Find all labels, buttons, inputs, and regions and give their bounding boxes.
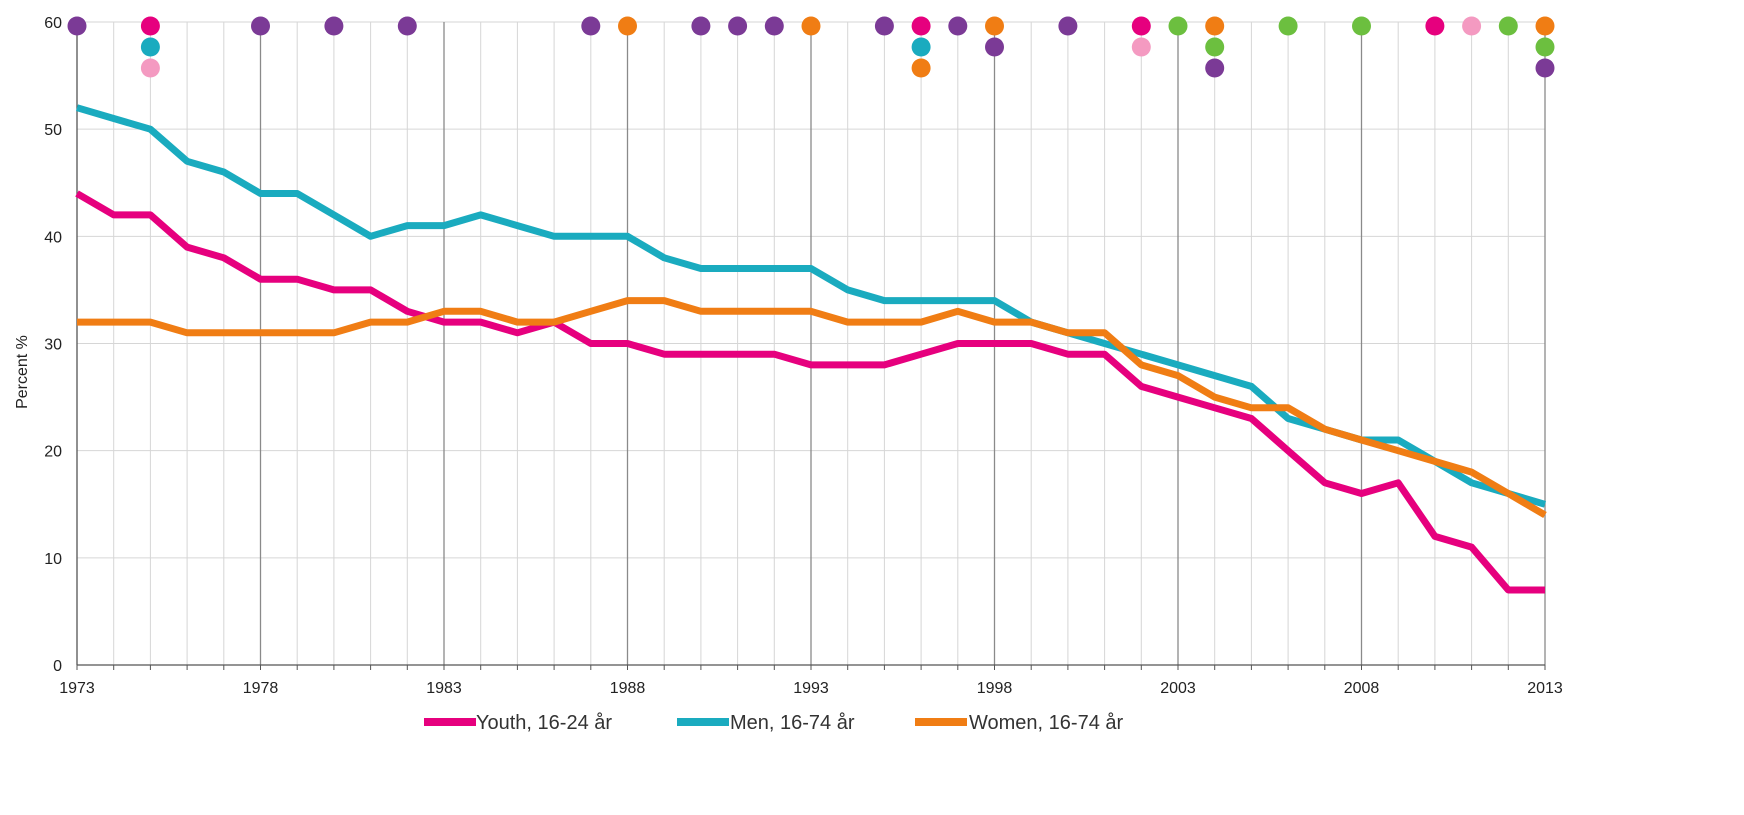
event-marker-dot[interactable] [911, 37, 931, 57]
event-marker-dot[interactable] [140, 58, 160, 78]
tick-labels: 0 10 20 30 40 50 60 1973 1978 1983 1988 1993 1998 200… [44, 15, 1563, 697]
y-tick-label: 30 [44, 337, 62, 354]
y-tick-label: 20 [44, 444, 62, 461]
event-marker-dot[interactable] [618, 16, 637, 36]
event-marker-dot[interactable] [1498, 16, 1518, 36]
event-marker-dot[interactable] [1535, 16, 1555, 36]
event-marker-dot[interactable] [1535, 37, 1555, 57]
event-marker-dot[interactable] [581, 16, 601, 36]
event-marker-dot[interactable] [728, 16, 748, 36]
event-marker-dot[interactable] [251, 16, 270, 36]
event-marker-dot[interactable] [1131, 16, 1151, 36]
x-tick-label: 2008 [1344, 680, 1380, 697]
x-tick-label: 1993 [793, 680, 829, 697]
event-marker-dot[interactable] [324, 16, 344, 36]
event-marker-dot[interactable] [1462, 16, 1482, 36]
legend-label: Men, 16-74 år [730, 712, 855, 734]
y-tick-label: 0 [53, 658, 62, 675]
event-marker-dot[interactable] [911, 58, 931, 78]
x-tick-label: 1973 [59, 680, 95, 697]
event-marker-dot[interactable] [691, 16, 711, 36]
event-marker-dot[interactable] [1205, 37, 1225, 57]
event-marker-dot[interactable] [1058, 16, 1078, 36]
series-lines [75, 104, 1547, 594]
event-marker-dot[interactable] [985, 16, 1004, 36]
y-tick-label: 10 [44, 551, 62, 568]
event-marker-dot[interactable] [140, 16, 160, 36]
axes [76, 22, 1546, 670]
event-marker-dot[interactable] [948, 16, 968, 36]
event-marker-dot[interactable] [140, 37, 160, 57]
event-marker-dot[interactable] [67, 16, 87, 36]
event-markers [67, 16, 1555, 78]
event-marker-dot[interactable] [1205, 16, 1225, 36]
legend-label: Women, 16-74 år [969, 712, 1123, 734]
event-marker-dot[interactable] [1535, 58, 1555, 78]
event-marker-dot[interactable] [911, 16, 931, 36]
x-tick-label: 1978 [243, 680, 279, 697]
y-axis-label: Percent % [14, 335, 31, 409]
legend-label: Youth, 16-24 år [476, 712, 612, 734]
x-tick-label: 1998 [977, 680, 1013, 697]
x-tick-label: 1983 [426, 680, 462, 697]
y-tick-label: 60 [44, 15, 62, 32]
series-line-women[interactable] [77, 297, 1547, 519]
legend: Youth, 16-24 år Men, 16-74 år Women, 16-74… [424, 712, 1123, 734]
x-tick-label: 2013 [1527, 680, 1563, 697]
event-marker-dot[interactable] [1131, 37, 1151, 57]
grid-lines [77, 21, 1546, 665]
event-marker-dot[interactable] [1168, 16, 1188, 36]
x-tick-label: 2003 [1160, 680, 1196, 697]
x-tick-label: 1988 [610, 680, 646, 697]
y-tick-label: 40 [44, 229, 62, 246]
event-marker-dot[interactable] [801, 16, 821, 36]
event-marker-dot[interactable] [874, 16, 894, 36]
event-marker-dot[interactable] [764, 16, 784, 36]
y-tick-label: 50 [44, 122, 62, 139]
event-marker-dot[interactable] [397, 16, 417, 36]
event-marker-dot[interactable] [1352, 16, 1371, 36]
series-line-youth[interactable] [75, 190, 1545, 594]
series-line-men[interactable] [76, 104, 1546, 508]
event-marker-dot[interactable] [985, 37, 1004, 57]
event-marker-dot[interactable] [1278, 16, 1298, 36]
event-marker-dot[interactable] [1425, 16, 1445, 36]
event-marker-dot[interactable] [1205, 58, 1225, 78]
